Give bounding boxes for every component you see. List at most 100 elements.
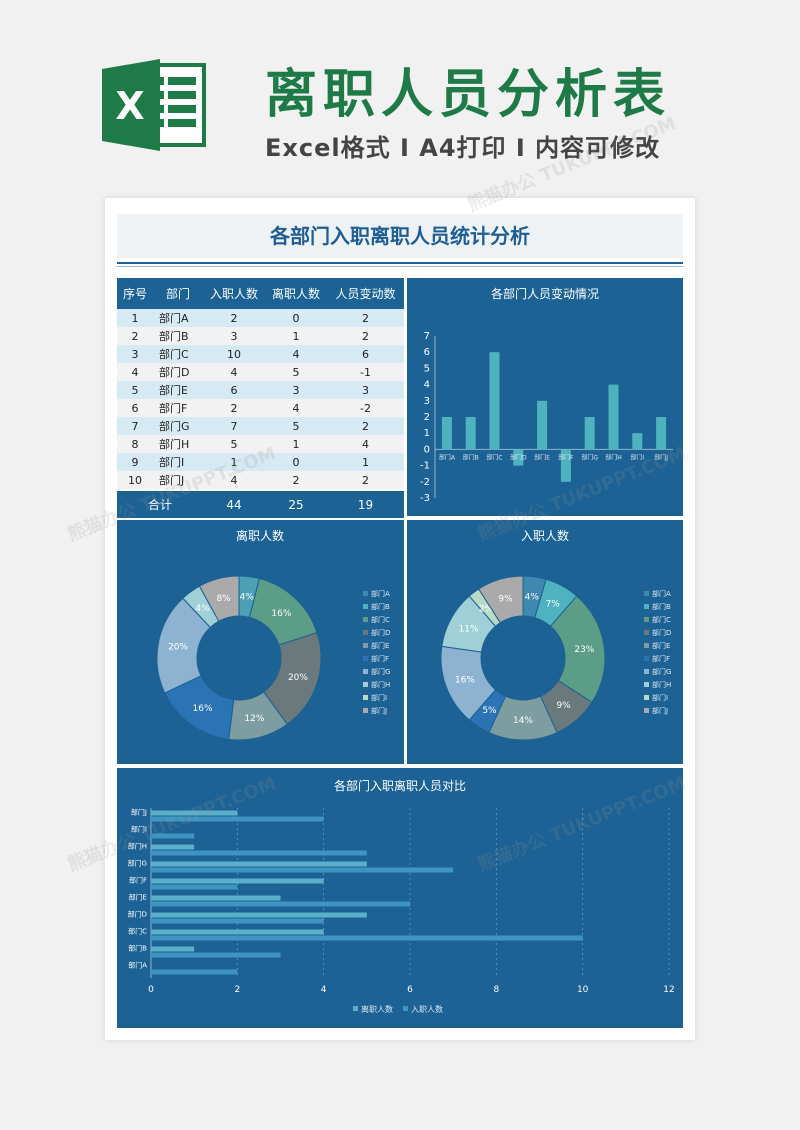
table-cell: 4 xyxy=(292,347,300,361)
y-tick-label: 部门B xyxy=(128,944,147,953)
table-cell: 2 xyxy=(362,311,369,325)
bar xyxy=(608,384,619,450)
slice-label: 4% xyxy=(525,593,540,603)
table-cell: 1 xyxy=(292,329,300,343)
slice-label: 12% xyxy=(244,714,264,724)
bar xyxy=(151,816,324,822)
table-cell: 5 xyxy=(292,365,300,379)
table-cell: 10 xyxy=(227,347,241,361)
table-cell: 0 xyxy=(292,455,300,469)
header-cell: 入职人数 xyxy=(209,287,258,301)
table-cell: 0 xyxy=(292,311,300,325)
table-cell: 部门G xyxy=(159,420,190,433)
slice-label: 11% xyxy=(459,624,479,634)
bar xyxy=(465,417,476,450)
legend-label: 部门A xyxy=(652,589,671,598)
legend-swatch xyxy=(363,617,368,622)
table-cell: 5 xyxy=(131,383,139,397)
bar xyxy=(151,935,583,941)
legend-label: 部门C xyxy=(652,615,671,624)
y-tick-label: 部门D xyxy=(128,910,147,919)
table-cell: 5 xyxy=(292,419,300,433)
x-tick-label: 部门F xyxy=(558,453,574,461)
x-tick-label: 部门E xyxy=(534,453,550,461)
table-row: 6 部门F 2 4 -2 xyxy=(117,399,404,417)
header-cell: 离职人数 xyxy=(271,287,320,301)
legend-swatch xyxy=(644,669,649,674)
legend-label: 部门F xyxy=(371,654,389,663)
table-cell: 9 xyxy=(131,455,139,469)
table-cell: 6 xyxy=(362,347,369,361)
bar xyxy=(560,449,571,482)
table-cell: 4 xyxy=(362,437,369,451)
bar xyxy=(151,878,324,884)
total-cell: 44 xyxy=(226,497,242,512)
legend-swatch xyxy=(363,682,368,687)
x-tick-label: 部门G xyxy=(581,453,598,461)
table-row: 7 部门G 7 5 2 xyxy=(117,417,404,435)
legend-swatch xyxy=(363,656,368,661)
legend-swatch xyxy=(363,695,368,700)
slice-label: 4% xyxy=(195,604,210,614)
legend-swatch xyxy=(644,708,649,713)
bar xyxy=(489,352,500,450)
donut-slice xyxy=(198,575,240,622)
legend-label: 部门D xyxy=(371,628,390,637)
y-tick-label: -1 xyxy=(420,461,430,472)
table-cell: 2 xyxy=(230,311,238,325)
legend-swatch xyxy=(363,643,368,648)
table-cell: 部门J xyxy=(159,474,185,487)
slice-label: 5% xyxy=(482,706,497,716)
slice-label: 14% xyxy=(513,716,533,726)
legend-label: 部门I xyxy=(652,693,668,702)
table-cell: 3 xyxy=(131,347,139,361)
legend-label: 部门B xyxy=(371,602,390,611)
legend-label: 部门J xyxy=(652,706,668,715)
table-row: 3 部门C 10 4 6 xyxy=(117,345,404,363)
legend-label: 部门B xyxy=(652,602,671,611)
y-tick-label: -2 xyxy=(420,477,430,488)
table-cell: 3 xyxy=(230,329,238,343)
bar xyxy=(151,833,195,839)
slice-label: 16% xyxy=(193,704,213,714)
table-cell: 1 xyxy=(362,455,369,469)
legend-label: 部门H xyxy=(371,680,390,689)
legend-swatch xyxy=(363,708,368,713)
header-cell: 序号 xyxy=(122,287,147,301)
table-row: 2 部门B 3 1 2 xyxy=(117,327,404,345)
x-tick-label: 10 xyxy=(577,985,589,995)
x-tick-label: 8 xyxy=(493,985,499,995)
legend-label: 部门F xyxy=(652,654,670,663)
table-cell: 8 xyxy=(131,437,139,451)
legend-swatch xyxy=(403,1006,408,1011)
chart-title: 离职人数 xyxy=(236,528,284,543)
table-cell: 部门H xyxy=(159,438,190,451)
y-tick-label: 2 xyxy=(424,412,430,423)
x-tick-label: 0 xyxy=(148,985,154,995)
title-divider xyxy=(117,262,683,264)
resign-donut-chart: 离职人数 4% 16% 20% 12% 16% 20% 4% 8% 部门A 部门B 部门C 部门D 部门… xyxy=(156,528,390,741)
total-cell: 19 xyxy=(357,497,374,512)
table-cell: 6 xyxy=(230,383,238,397)
legend-swatch xyxy=(363,604,368,609)
y-tick-label: 部门A xyxy=(128,961,147,970)
y-tick-label: 部门I xyxy=(131,825,147,834)
table-cell: 4 xyxy=(230,365,238,379)
y-tick-label: 部门E xyxy=(129,893,147,902)
table-row: 9 部门I 1 0 1 xyxy=(117,453,404,471)
table-cell: 部门B xyxy=(159,330,189,343)
table-cell: -2 xyxy=(360,401,371,415)
legend-swatch xyxy=(644,682,649,687)
x-tick-label: 2 xyxy=(234,985,240,995)
table-cell: 4 xyxy=(292,401,300,415)
y-tick-label: 4 xyxy=(424,380,430,391)
donut-slice xyxy=(477,575,524,624)
page-title: 离职人员分析表 xyxy=(265,65,672,125)
legend-label: 部门J xyxy=(371,706,387,715)
table-cell: 部门D xyxy=(159,366,190,379)
table-cell: 1 xyxy=(292,437,300,451)
y-tick-label: -3 xyxy=(420,493,430,504)
legend-swatch xyxy=(644,643,649,648)
chart-title: 各部门人员变动情况 xyxy=(491,286,599,301)
legend-swatch xyxy=(644,630,649,635)
